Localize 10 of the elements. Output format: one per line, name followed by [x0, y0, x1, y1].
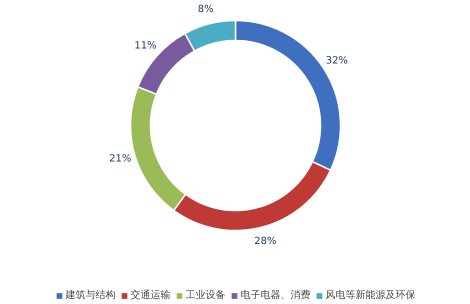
- data-label: 21%: [109, 153, 132, 164]
- legend-label: 建筑与结构: [66, 288, 116, 302]
- data-label: 32%: [326, 56, 348, 67]
- legend-label: 电子电器、消费: [240, 288, 310, 302]
- data-label: 11%: [134, 40, 157, 52]
- legend-label: 交通运输: [130, 288, 170, 302]
- legend-label: 工业设备: [186, 288, 226, 302]
- legend-label: 风电等新能源及环保: [326, 288, 416, 302]
- data-label: 28%: [254, 236, 276, 248]
- data-label: 8%: [198, 4, 214, 15]
